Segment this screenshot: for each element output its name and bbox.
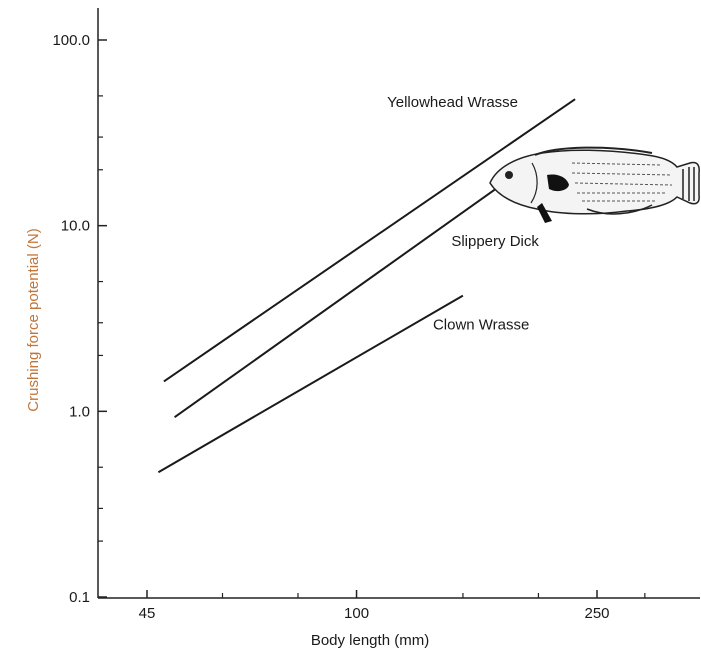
fish-dorsal-fin	[534, 146, 653, 156]
x-ticks: 45 100 250	[139, 590, 646, 622]
x-tick-label: 250	[584, 605, 609, 622]
fish-pectoral-fin	[537, 203, 552, 223]
series-label: Slippery Dick	[451, 233, 539, 250]
fish-body-stripes	[571, 162, 673, 202]
fish-operculum-spot	[547, 174, 569, 192]
x-tick-label: 100	[344, 605, 369, 622]
series-label: Clown Wrasse	[433, 317, 529, 334]
y-axis-title: Crushing force potential (N)	[25, 228, 42, 411]
fish-gill-line	[530, 162, 538, 204]
fish-eye	[505, 171, 513, 179]
x-axis: 45 100 250	[98, 590, 700, 622]
x-axis-title: Body length (mm)	[311, 632, 429, 649]
series-layer: Yellowhead Wrasse Slippery Dick Clown Wras…	[157, 94, 576, 474]
y-tick-label: 100.0	[52, 32, 90, 49]
series-line-clown-wrasse	[157, 294, 464, 474]
wrasse-fish-drawing	[489, 146, 700, 223]
series-line-yellowhead-wrasse	[163, 98, 576, 383]
series-line-slippery-dick	[174, 186, 498, 419]
series-label: Yellowhead Wrasse	[387, 94, 518, 111]
y-axis: 0.1 1.0 10.0 100.0	[52, 8, 107, 606]
y-tick-label: 10.0	[61, 218, 90, 235]
fish-tail-stripes	[682, 167, 695, 201]
y-ticks: 0.1 1.0 10.0 100.0	[52, 32, 107, 606]
fish-anal-fin	[586, 204, 653, 215]
fish-body	[489, 149, 700, 215]
x-tick-label: 45	[139, 605, 156, 622]
y-tick-label: 0.1	[69, 589, 90, 606]
y-tick-label: 1.0	[69, 403, 90, 420]
